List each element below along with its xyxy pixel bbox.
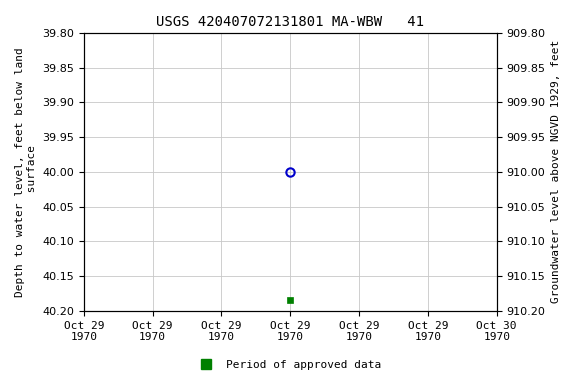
Y-axis label: Depth to water level, feet below land
 surface: Depth to water level, feet below land su… bbox=[15, 47, 37, 297]
Y-axis label: Groundwater level above NGVD 1929, feet: Groundwater level above NGVD 1929, feet bbox=[551, 40, 561, 303]
Title: USGS 420407072131801 MA-WBW   41: USGS 420407072131801 MA-WBW 41 bbox=[156, 15, 425, 29]
Legend: Period of approved data: Period of approved data bbox=[191, 356, 385, 375]
